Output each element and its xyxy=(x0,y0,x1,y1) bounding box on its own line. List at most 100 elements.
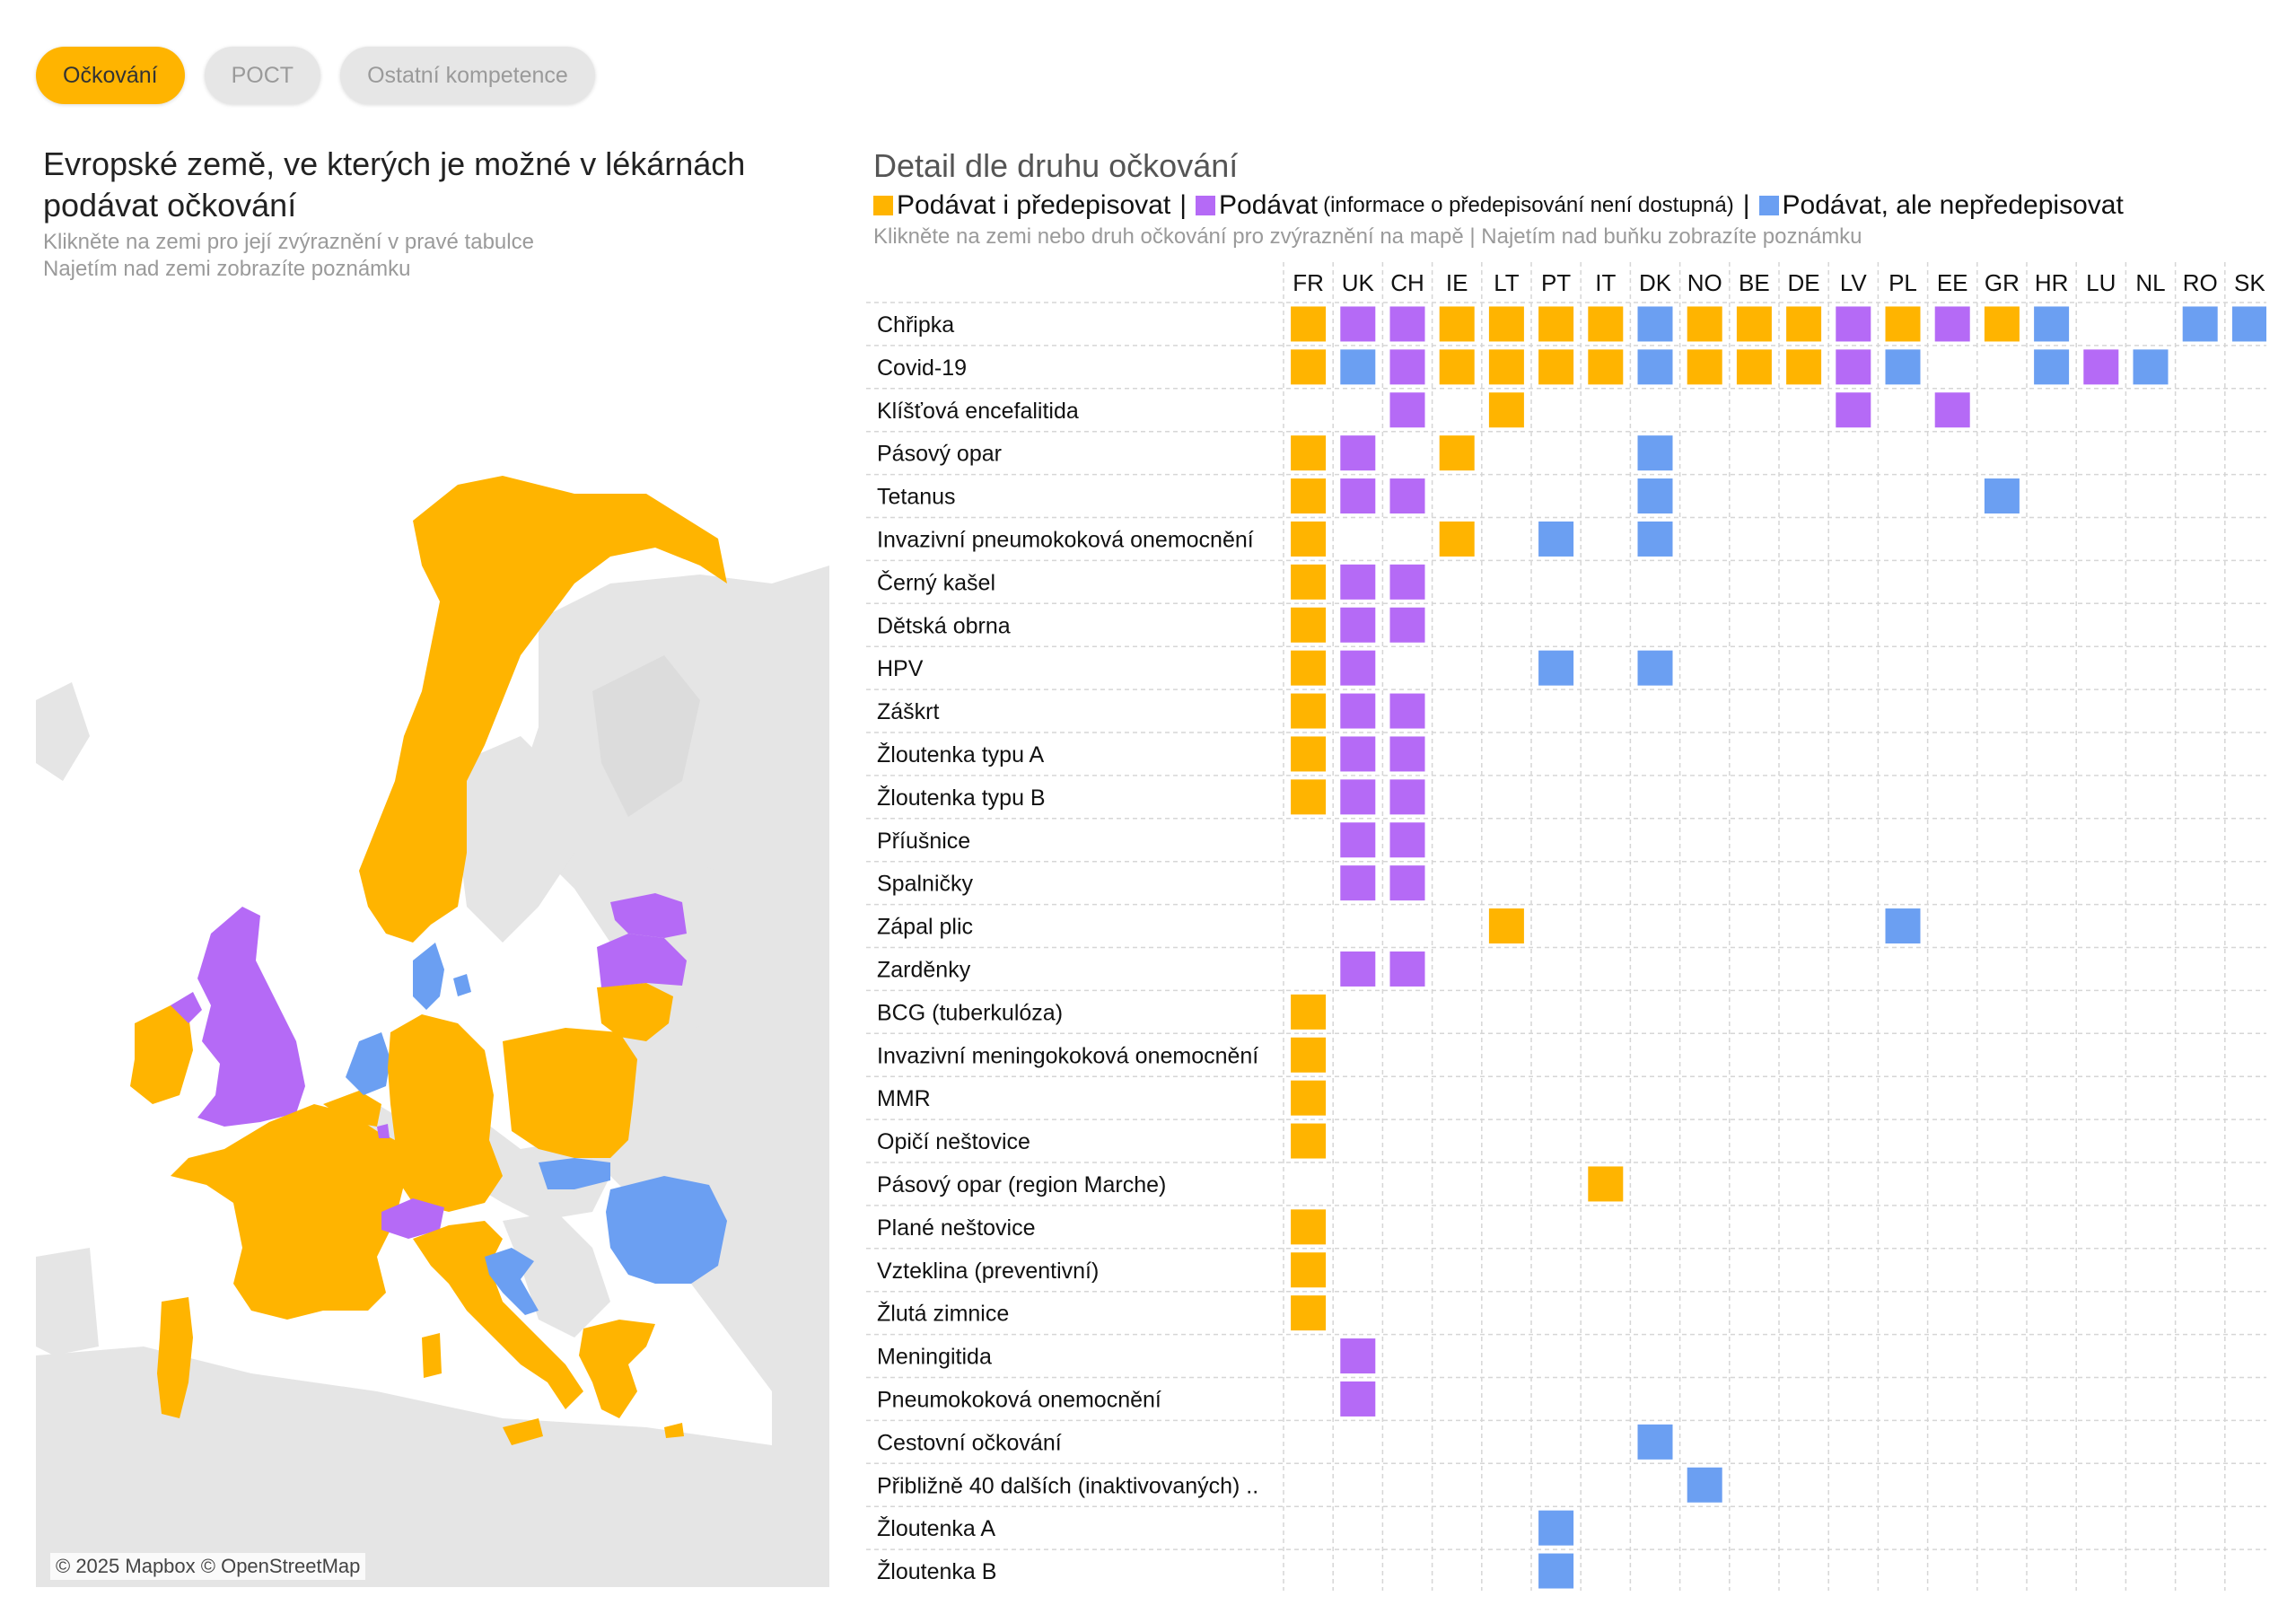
cell-ie[interactable] xyxy=(1439,435,1475,471)
cell-dk[interactable] xyxy=(1637,478,1673,514)
cell-dk[interactable] xyxy=(1637,349,1673,385)
map-country-romania[interactable] xyxy=(606,1176,727,1284)
cell-lt[interactable] xyxy=(1488,306,1524,342)
tab-poct[interactable]: POCT xyxy=(204,47,321,104)
cell-pt[interactable] xyxy=(1538,1553,1574,1589)
row-label[interactable]: Záškrt xyxy=(877,699,940,724)
cell-uk[interactable] xyxy=(1340,822,1376,858)
row-label[interactable]: Černý kašel xyxy=(877,569,995,595)
map-country-netherlands[interactable] xyxy=(346,1032,390,1095)
column-header-ie[interactable]: IE xyxy=(1446,269,1468,296)
row-label[interactable]: Opičí neštovice xyxy=(877,1129,1030,1154)
cell-lv[interactable] xyxy=(1836,306,1871,342)
column-header-dk[interactable]: DK xyxy=(1639,269,1672,296)
column-header-lu[interactable]: LU xyxy=(2086,269,2116,296)
cell-fr[interactable] xyxy=(1291,1252,1327,1288)
cell-gr[interactable] xyxy=(1984,306,2020,342)
row-label[interactable]: MMR xyxy=(877,1086,931,1111)
column-header-hr[interactable]: HR xyxy=(2035,269,2069,296)
cell-uk[interactable] xyxy=(1340,478,1376,514)
map-country-norway[interactable] xyxy=(359,476,727,943)
cell-dk[interactable] xyxy=(1637,1424,1673,1460)
cell-fr[interactable] xyxy=(1291,435,1327,471)
row-label[interactable]: Žloutenka A xyxy=(877,1515,995,1541)
row-label[interactable]: Tetanus xyxy=(877,485,956,510)
tab-vaccination[interactable]: Očkování xyxy=(36,47,185,104)
cell-uk[interactable] xyxy=(1340,1381,1376,1417)
cell-nl[interactable] xyxy=(2133,349,2169,385)
column-header-fr[interactable]: FR xyxy=(1293,269,1324,296)
cell-dk[interactable] xyxy=(1637,306,1673,342)
column-header-lv[interactable]: LV xyxy=(1840,269,1868,296)
map-country-uk[interactable] xyxy=(197,907,305,1127)
cell-uk[interactable] xyxy=(1340,951,1376,987)
cell-fr[interactable] xyxy=(1291,607,1327,643)
row-label[interactable]: Žloutenka typu B xyxy=(877,785,1046,811)
cell-dk[interactable] xyxy=(1637,650,1673,686)
cell-dk[interactable] xyxy=(1637,521,1673,557)
cell-fr[interactable] xyxy=(1291,736,1327,772)
row-label[interactable]: Covid-19 xyxy=(877,355,967,381)
column-header-pt[interactable]: PT xyxy=(1541,269,1571,296)
cell-fr[interactable] xyxy=(1291,1037,1327,1073)
cell-ie[interactable] xyxy=(1439,306,1475,342)
row-label[interactable]: Příušnice xyxy=(877,829,970,854)
cell-uk[interactable] xyxy=(1340,564,1376,600)
cell-uk[interactable] xyxy=(1340,435,1376,471)
cell-fr[interactable] xyxy=(1291,1080,1327,1116)
cell-ch[interactable] xyxy=(1389,392,1425,428)
map-country-italy[interactable] xyxy=(413,1221,583,1445)
row-label[interactable]: Zarděnky xyxy=(877,957,971,982)
column-header-be[interactable]: BE xyxy=(1739,269,1770,296)
cell-no[interactable] xyxy=(1687,1467,1722,1503)
cell-lt[interactable] xyxy=(1488,908,1524,944)
row-label[interactable]: Přibližně 40 dalších (inaktivovaných) .. xyxy=(877,1473,1258,1498)
cell-it[interactable] xyxy=(1588,306,1624,342)
cell-fr[interactable] xyxy=(1291,349,1327,385)
map-country-portugal[interactable] xyxy=(157,1297,193,1418)
cell-fr[interactable] xyxy=(1291,306,1327,342)
column-header-uk[interactable]: UK xyxy=(1342,269,1375,296)
cell-it[interactable] xyxy=(1588,349,1624,385)
cell-ch[interactable] xyxy=(1389,306,1425,342)
cell-sk[interactable] xyxy=(2231,306,2266,342)
map-country-poland[interactable] xyxy=(503,1028,637,1158)
cell-uk[interactable] xyxy=(1340,865,1376,901)
row-label[interactable]: Žloutenka B xyxy=(877,1558,996,1584)
cell-ch[interactable] xyxy=(1389,564,1425,600)
cell-ee[interactable] xyxy=(1934,392,1970,428)
cell-ch[interactable] xyxy=(1389,779,1425,815)
cell-uk[interactable] xyxy=(1340,693,1376,729)
cell-ro[interactable] xyxy=(2182,306,2218,342)
cell-pt[interactable] xyxy=(1538,650,1574,686)
row-label[interactable]: Pásový opar (region Marche) xyxy=(877,1172,1166,1197)
map-country-ireland[interactable] xyxy=(130,1005,193,1104)
cell-uk[interactable] xyxy=(1340,650,1376,686)
column-header-no[interactable]: NO xyxy=(1687,269,1722,296)
cell-be[interactable] xyxy=(1736,349,1772,385)
cell-pt[interactable] xyxy=(1538,1510,1574,1546)
row-label[interactable]: Meningitida xyxy=(877,1345,992,1370)
cell-lv[interactable] xyxy=(1836,392,1871,428)
map-country-switzerland[interactable] xyxy=(381,1198,444,1239)
map-country-estonia[interactable] xyxy=(610,893,687,938)
cell-uk[interactable] xyxy=(1340,779,1376,815)
cell-fr[interactable] xyxy=(1291,564,1327,600)
cell-ch[interactable] xyxy=(1389,822,1425,858)
column-header-ee[interactable]: EE xyxy=(1937,269,1968,296)
cell-uk[interactable] xyxy=(1340,736,1376,772)
row-label[interactable]: Klíšťová encefalitida xyxy=(877,399,1079,424)
cell-no[interactable] xyxy=(1687,349,1722,385)
map-country-greece[interactable] xyxy=(579,1320,684,1438)
cell-pt[interactable] xyxy=(1538,521,1574,557)
cell-pl[interactable] xyxy=(1885,908,1921,944)
cell-ch[interactable] xyxy=(1389,607,1425,643)
map-country-slovakia[interactable] xyxy=(539,1158,610,1189)
cell-de[interactable] xyxy=(1786,306,1822,342)
row-label[interactable]: BCG (tuberkulóza) xyxy=(877,1000,1063,1025)
cell-fr[interactable] xyxy=(1291,1123,1327,1159)
map-country-germany[interactable] xyxy=(388,1014,503,1212)
row-label[interactable]: Cestovní očkování xyxy=(877,1430,1062,1455)
cell-de[interactable] xyxy=(1786,349,1822,385)
cell-fr[interactable] xyxy=(1291,1295,1327,1331)
